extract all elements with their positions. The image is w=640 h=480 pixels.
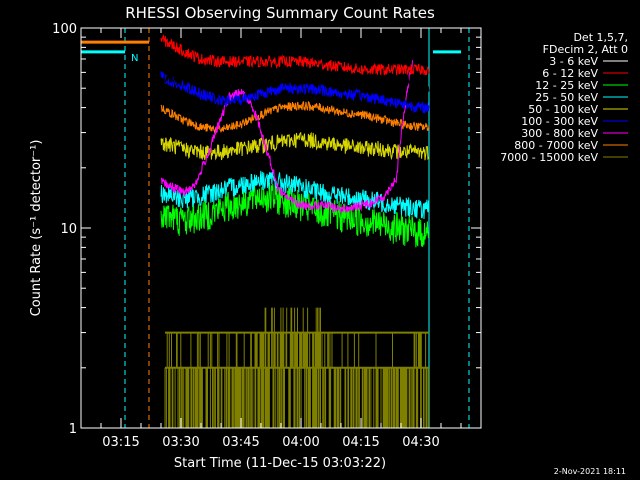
chart-title: RHESSI Observing Summary Count Rates bbox=[125, 4, 435, 22]
series-50-100-kev bbox=[160, 131, 430, 161]
x-tick-label-03-30: 03:30 bbox=[162, 435, 199, 450]
legend-label-100-300-kev: 100 - 300 keV bbox=[521, 115, 598, 128]
y-tick-label-10: 10 bbox=[60, 222, 77, 237]
pre-observation-levels: N bbox=[81, 40, 461, 64]
legend-label-25-50-kev: 25 - 50 keV bbox=[535, 91, 598, 104]
series-300-800-kev bbox=[160, 60, 413, 214]
series-6-12-kev bbox=[160, 33, 430, 76]
x-axis-start-time: 11-Dec-15 03:03:22 bbox=[251, 456, 381, 471]
series-25-50-kev bbox=[160, 170, 430, 220]
y-tick-label-100: 100 bbox=[52, 22, 77, 37]
legend-label-7000-15000-kev: 7000 - 15000 keV bbox=[500, 151, 598, 164]
series-100-300-kev bbox=[160, 71, 430, 114]
y-axis: 1 10 100 bbox=[52, 22, 481, 437]
footer-date: 2-Nov-2021 18:11 bbox=[554, 467, 626, 476]
x-tick-label-04-30: 04:30 bbox=[402, 435, 439, 450]
legend-label-50-100-kev: 50 - 100 keV bbox=[528, 103, 598, 116]
vertical-markers bbox=[124, 28, 470, 428]
series-layer bbox=[160, 33, 430, 428]
legend-header-line-1: Det 1,5,7, bbox=[573, 31, 628, 44]
legend-label-6-12-kev: 6 - 12 keV bbox=[542, 67, 598, 80]
x-axis-label: Start Time (11-Dec-15 03:03:22) bbox=[174, 456, 386, 471]
x-axis-label-suffix: ) bbox=[381, 456, 386, 471]
y-tick-label-1: 1 bbox=[69, 422, 77, 437]
legend-label-300-800-kev: 300 - 800 keV bbox=[521, 127, 598, 140]
legend-label-800-7000-kev: 800 - 7000 keV bbox=[514, 139, 598, 152]
x-tick-label-04-00: 04:00 bbox=[282, 435, 319, 450]
x-axis-label-prefix: Start Time ( bbox=[174, 456, 251, 471]
plot-area: N bbox=[81, 28, 470, 428]
annotation-1: N bbox=[131, 53, 138, 64]
x-axis: 03:15 03:30 03:45 04:00 04:15 04:30 bbox=[100, 28, 462, 450]
x-tick-label-04-15: 04:15 bbox=[342, 435, 379, 450]
y-axis-label: Count Rate (s⁻¹ detector⁻¹) bbox=[29, 140, 44, 317]
series-12-25-kev bbox=[160, 182, 430, 248]
legend-header-line-2: FDecim 2, Att 0 bbox=[543, 43, 628, 56]
series-800-7000-kev bbox=[160, 100, 430, 134]
x-tick-label-03-15: 03:15 bbox=[102, 435, 139, 450]
legend-label-12-25-kev: 12 - 25 keV bbox=[535, 79, 598, 92]
legend-label-3-6-kev: 3 - 6 keV bbox=[549, 55, 598, 68]
x-tick-label-03-45: 03:45 bbox=[222, 435, 259, 450]
